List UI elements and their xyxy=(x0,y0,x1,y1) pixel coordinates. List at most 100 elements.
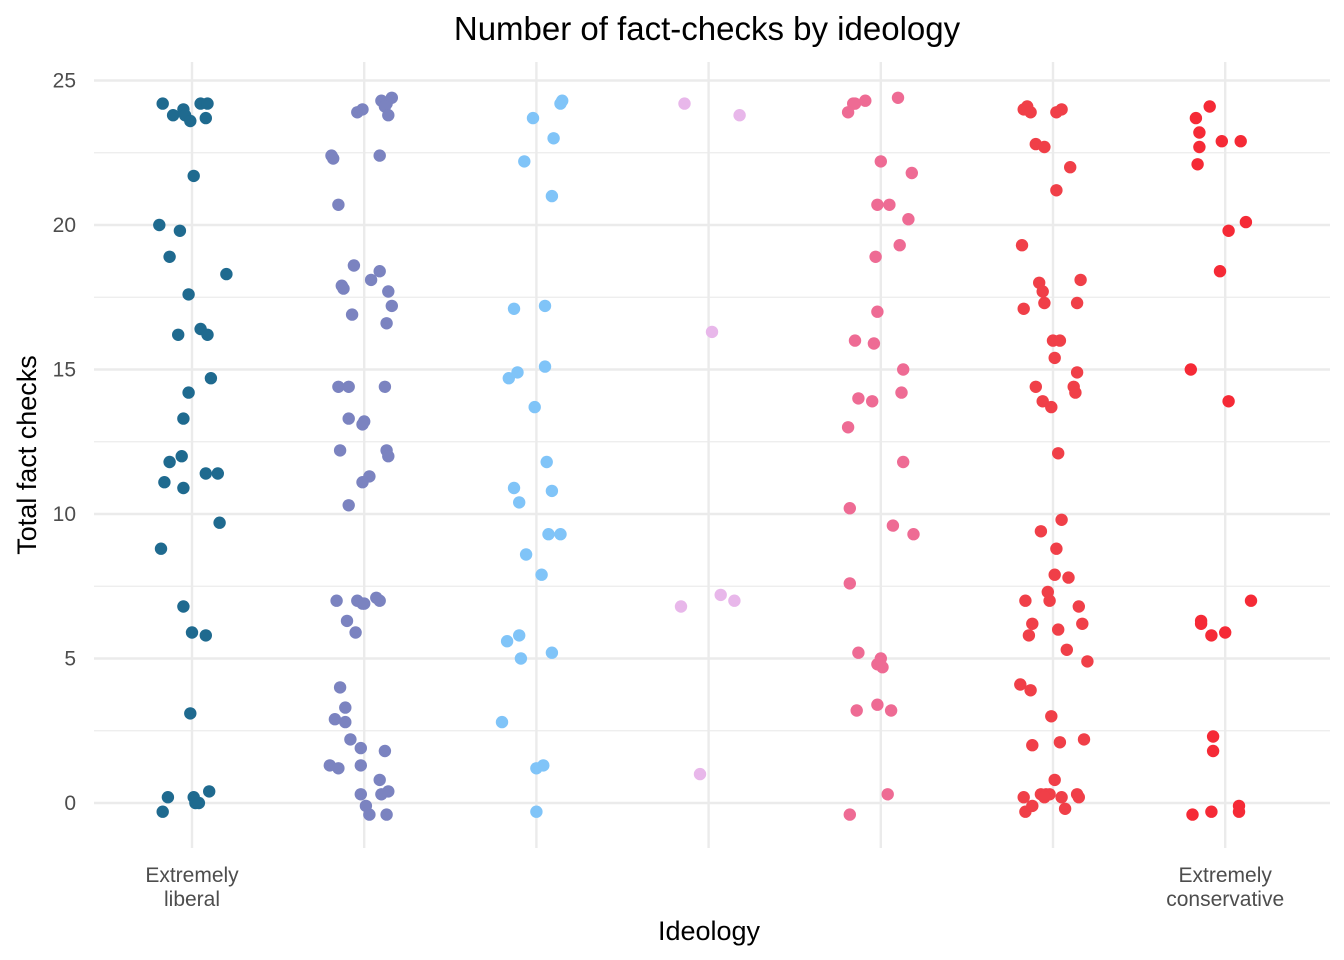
data-point xyxy=(1213,265,1227,278)
data-point xyxy=(184,114,197,128)
data-point xyxy=(1191,158,1204,171)
data-point xyxy=(161,791,175,804)
data-point xyxy=(905,166,918,180)
data-point xyxy=(158,476,171,489)
data-point xyxy=(364,273,378,287)
data-point xyxy=(1076,617,1089,630)
data-point xyxy=(1017,791,1030,804)
data-point xyxy=(1026,799,1039,813)
data-point xyxy=(327,152,340,165)
data-point xyxy=(1206,744,1220,758)
data-point xyxy=(182,386,195,399)
data-point xyxy=(884,704,898,717)
data-point xyxy=(1064,161,1077,174)
data-point xyxy=(1219,626,1232,639)
data-point xyxy=(1026,617,1039,630)
data-point xyxy=(1038,296,1051,310)
data-point xyxy=(1239,215,1253,229)
data-point xyxy=(1038,791,1051,804)
data-point xyxy=(542,528,555,541)
data-point xyxy=(1038,140,1051,154)
data-point xyxy=(891,91,905,105)
data-point xyxy=(220,267,233,281)
data-point xyxy=(1205,805,1218,818)
data-point xyxy=(153,218,166,232)
data-point xyxy=(1193,126,1206,139)
data-point xyxy=(848,97,862,110)
data-point xyxy=(373,773,386,787)
y-tick-label: 20 xyxy=(53,214,76,237)
data-point xyxy=(886,519,900,532)
data-point xyxy=(337,282,350,295)
data-point xyxy=(1045,710,1058,723)
data-point xyxy=(1232,805,1246,818)
data-point xyxy=(1043,594,1056,607)
data-point xyxy=(344,733,357,746)
data-point xyxy=(1070,366,1084,379)
data-point xyxy=(156,805,169,818)
data-point xyxy=(378,380,392,393)
data-point xyxy=(507,302,521,315)
data-point xyxy=(871,305,884,318)
data-point xyxy=(182,288,195,301)
data-point xyxy=(678,97,691,110)
data-point xyxy=(1062,571,1075,584)
series-2 xyxy=(323,91,398,821)
points-layer xyxy=(153,91,1258,821)
data-point xyxy=(1222,224,1235,237)
data-point xyxy=(1048,351,1061,365)
data-point xyxy=(538,360,552,373)
data-point xyxy=(1222,395,1235,408)
data-point xyxy=(1048,568,1061,581)
data-point xyxy=(342,412,355,425)
data-point xyxy=(382,285,395,298)
data-point xyxy=(385,91,398,105)
data-point xyxy=(1017,302,1030,315)
data-point xyxy=(554,97,567,110)
data-point xyxy=(871,698,884,711)
data-point xyxy=(354,759,367,772)
data-point xyxy=(1077,733,1091,746)
data-point xyxy=(1203,100,1216,113)
data-point xyxy=(859,94,872,107)
data-point xyxy=(1058,802,1072,815)
data-point xyxy=(199,111,212,125)
data-point xyxy=(528,400,541,414)
data-point xyxy=(333,444,347,457)
data-point xyxy=(356,103,369,116)
data-point xyxy=(1194,617,1208,630)
data-point xyxy=(332,198,345,211)
data-point xyxy=(1026,739,1039,752)
data-point xyxy=(540,455,553,469)
data-point xyxy=(495,715,509,729)
data-point xyxy=(172,328,185,341)
data-point xyxy=(349,626,362,639)
data-point xyxy=(883,198,896,211)
data-point xyxy=(1034,525,1048,538)
data-point xyxy=(1234,135,1247,148)
data-point xyxy=(1069,386,1082,399)
data-point xyxy=(380,317,393,330)
data-point xyxy=(1215,135,1229,148)
y-tick-label: 0 xyxy=(64,792,76,815)
data-point xyxy=(354,741,367,755)
data-point xyxy=(354,788,367,801)
data-point xyxy=(893,239,906,252)
data-point xyxy=(902,213,915,226)
data-point xyxy=(373,594,386,607)
data-point xyxy=(1184,363,1198,376)
data-point xyxy=(895,386,908,399)
data-point xyxy=(530,805,543,818)
series-1 xyxy=(153,97,233,818)
data-point xyxy=(1045,400,1058,414)
data-point xyxy=(535,568,548,581)
data-point xyxy=(538,299,552,313)
data-point xyxy=(1024,106,1037,119)
data-point xyxy=(201,328,214,341)
data-point xyxy=(1205,629,1218,642)
data-point xyxy=(1024,684,1037,697)
data-point xyxy=(204,372,218,385)
data-point xyxy=(841,421,855,434)
data-point xyxy=(356,476,369,489)
